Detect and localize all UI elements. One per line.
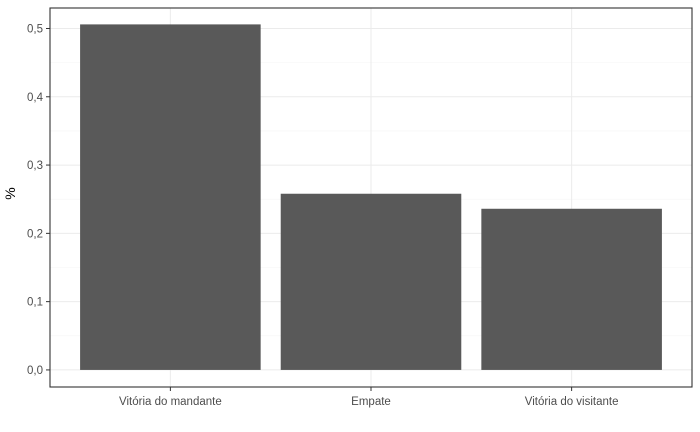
y-tick-label: 0,4 [27,92,44,104]
x-tick-label: Vitória do mandante [119,396,222,408]
y-tick-label: 0,1 [27,297,43,309]
y-axis-title: % [2,187,18,199]
bars [80,24,662,370]
bar [481,208,662,370]
bar [280,193,462,370]
y-tick-label: 0,3 [27,160,43,172]
x-tick-label: Vitória do visitante [525,396,619,408]
y-tick-label: 0,2 [27,228,43,240]
x-axis-ticks: Vitória do mandante Empate Vitória do visi… [119,387,619,408]
bar [80,24,261,370]
y-tick-label: 0,5 [27,23,43,35]
y-axis-ticks: 0,0 0,1 0,2 0,3 0,4 0,5 [27,23,50,377]
y-tick-label: 0,0 [27,365,43,377]
x-tick-label: Empate [351,396,391,408]
